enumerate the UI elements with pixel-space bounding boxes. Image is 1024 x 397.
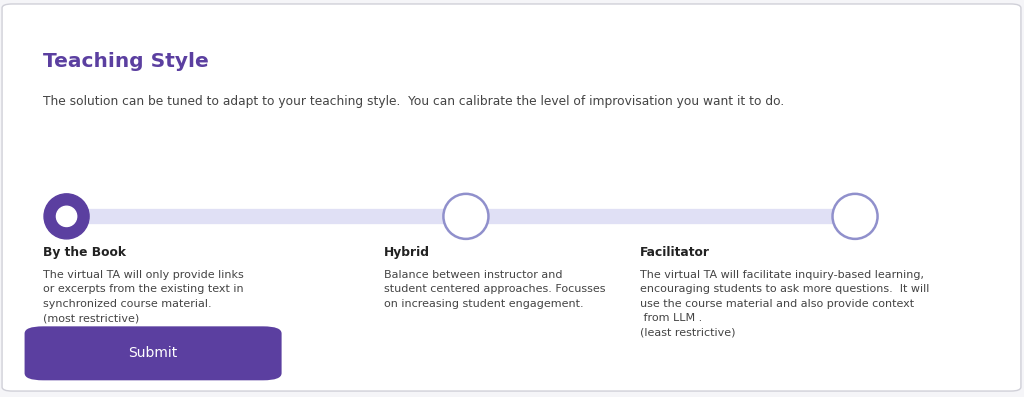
FancyBboxPatch shape — [2, 4, 1021, 391]
Ellipse shape — [443, 194, 488, 239]
Text: Hybrid: Hybrid — [384, 246, 430, 259]
Text: Submit: Submit — [128, 346, 178, 360]
Text: By the Book: By the Book — [43, 246, 126, 259]
Text: Balance between instructor and
student centered approaches. Focusses
on increasi: Balance between instructor and student c… — [384, 270, 605, 309]
Ellipse shape — [56, 206, 77, 227]
Ellipse shape — [833, 194, 878, 239]
Text: The virtual TA will only provide links
or excerpts from the existing text in
syn: The virtual TA will only provide links o… — [43, 270, 244, 323]
FancyBboxPatch shape — [25, 326, 282, 380]
Text: Teaching Style: Teaching Style — [43, 52, 209, 71]
Text: The solution can be tuned to adapt to your teaching style.  You can calibrate th: The solution can be tuned to adapt to yo… — [43, 95, 784, 108]
Text: The virtual TA will facilitate inquiry-based learning,
encouraging students to a: The virtual TA will facilitate inquiry-b… — [640, 270, 930, 337]
Ellipse shape — [44, 194, 89, 239]
Text: Facilitator: Facilitator — [640, 246, 710, 259]
